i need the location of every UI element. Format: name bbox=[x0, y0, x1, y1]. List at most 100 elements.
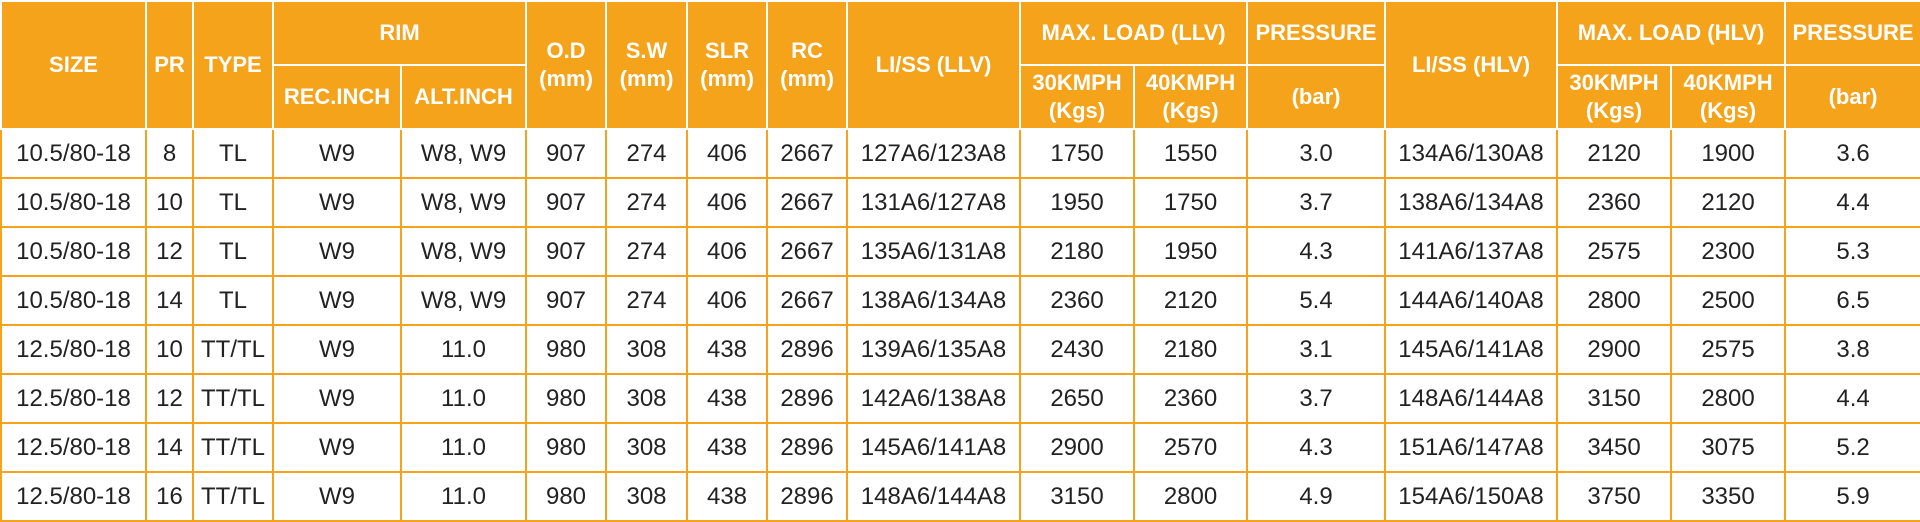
table-row: 10.5/80-18 12 TL W9 W8, W9 907 274 406 2667 135A6… bbox=[0, 226, 1920, 277]
header-sw-unit: (mm) bbox=[619, 66, 674, 91]
cell-size: 12.5/80-18 bbox=[0, 324, 147, 375]
cell-liss-llv: 127A6/123A8 bbox=[846, 128, 1022, 179]
cell-rc: 2896 bbox=[766, 373, 849, 424]
cell-hlv-40kmph: 2120 bbox=[1670, 177, 1787, 228]
cell-llv-30kmph: 2900 bbox=[1019, 422, 1136, 473]
header-size: SIZE bbox=[0, 0, 147, 130]
header-hlv-40kmph-label: 40KMPH bbox=[1683, 70, 1773, 95]
cell-alt-inch: W8, W9 bbox=[399, 226, 528, 277]
cell-pr: 16 bbox=[145, 471, 194, 522]
cell-llv-30kmph: 2360 bbox=[1019, 275, 1136, 326]
header-od-label: O.D bbox=[546, 38, 586, 63]
cell-sw: 274 bbox=[605, 275, 689, 326]
cell-pressure-hlv: 5.3 bbox=[1784, 226, 1920, 277]
cell-alt-inch: 11.0 bbox=[399, 471, 528, 522]
cell-llv-30kmph: 2180 bbox=[1019, 226, 1136, 277]
cell-type: TT/TL bbox=[192, 422, 274, 473]
cell-size: 12.5/80-18 bbox=[0, 422, 147, 473]
header-pressure-hlv-unit: (bar) bbox=[1784, 64, 1920, 130]
cell-rec-inch: W9 bbox=[272, 422, 402, 473]
header-hlv-30kmph: 30KMPH (Kgs) bbox=[1556, 64, 1673, 130]
cell-type: TT/TL bbox=[192, 373, 274, 424]
cell-size: 10.5/80-18 bbox=[0, 226, 147, 277]
cell-pressure-llv: 3.1 bbox=[1246, 324, 1387, 375]
table-row: 12.5/80-18 14 TT/TL W9 11.0 980 308 438 2896 145A… bbox=[0, 422, 1920, 473]
table-row: 10.5/80-18 10 TL W9 W8, W9 907 274 406 2667 131A6… bbox=[0, 177, 1920, 228]
cell-sw: 274 bbox=[605, 226, 689, 277]
cell-liss-hlv: 144A6/140A8 bbox=[1384, 275, 1559, 326]
cell-rec-inch: W9 bbox=[272, 226, 402, 277]
cell-llv-30kmph: 1950 bbox=[1019, 177, 1136, 228]
header-pr: PR bbox=[145, 0, 194, 130]
cell-od: 980 bbox=[525, 471, 608, 522]
cell-liss-llv: 131A6/127A8 bbox=[846, 177, 1022, 228]
cell-hlv-30kmph: 2575 bbox=[1556, 226, 1673, 277]
header-slr-label: SLR bbox=[705, 38, 750, 63]
header-type: TYPE bbox=[192, 0, 274, 130]
cell-sw: 308 bbox=[605, 373, 689, 424]
cell-hlv-40kmph: 3350 bbox=[1670, 471, 1787, 522]
cell-slr: 438 bbox=[686, 324, 769, 375]
header-slr: SLR (mm) bbox=[686, 0, 769, 130]
header-hlv-40kmph-unit: (Kgs) bbox=[1699, 98, 1757, 123]
cell-liss-hlv: 138A6/134A8 bbox=[1384, 177, 1559, 228]
cell-llv-40kmph: 2180 bbox=[1133, 324, 1249, 375]
header-rc-label: RC bbox=[791, 38, 823, 63]
header-hlv-30kmph-label: 30KMPH bbox=[1569, 70, 1659, 95]
cell-sw: 274 bbox=[605, 128, 689, 179]
cell-pr: 12 bbox=[145, 226, 194, 277]
cell-rc: 2667 bbox=[766, 177, 849, 228]
cell-od: 907 bbox=[525, 128, 608, 179]
cell-slr: 438 bbox=[686, 422, 769, 473]
cell-slr: 438 bbox=[686, 471, 769, 522]
header-pressure-llv-unit: (bar) bbox=[1246, 64, 1387, 130]
header-od-unit: (mm) bbox=[539, 66, 593, 91]
cell-rc: 2667 bbox=[766, 128, 849, 179]
cell-hlv-30kmph: 3150 bbox=[1556, 373, 1673, 424]
header-llv-40kmph-unit: (Kgs) bbox=[1162, 98, 1219, 123]
table-header: SIZE PR TYPE RIM O.D (mm) S.W (mm) SLR (… bbox=[0, 0, 1920, 130]
header-llv-30kmph-label: 30KMPH bbox=[1032, 70, 1122, 95]
cell-type: TL bbox=[192, 177, 274, 228]
cell-sw: 308 bbox=[605, 324, 689, 375]
cell-pressure-llv: 4.3 bbox=[1246, 422, 1387, 473]
cell-type: TL bbox=[192, 128, 274, 179]
cell-pr: 10 bbox=[145, 177, 194, 228]
cell-alt-inch: 11.0 bbox=[399, 324, 528, 375]
header-pressure-hlv: PRESSURE bbox=[1784, 0, 1920, 66]
header-rc: RC (mm) bbox=[766, 0, 849, 130]
cell-size: 10.5/80-18 bbox=[0, 177, 147, 228]
cell-llv-30kmph: 2650 bbox=[1019, 373, 1136, 424]
cell-pr: 10 bbox=[145, 324, 194, 375]
header-slr-unit: (mm) bbox=[700, 66, 754, 91]
cell-liss-llv: 148A6/144A8 bbox=[846, 471, 1022, 522]
cell-rec-inch: W9 bbox=[272, 177, 402, 228]
cell-liss-llv: 142A6/138A8 bbox=[846, 373, 1022, 424]
cell-rec-inch: W9 bbox=[272, 471, 402, 522]
cell-llv-30kmph: 1750 bbox=[1019, 128, 1136, 179]
cell-slr: 406 bbox=[686, 177, 769, 228]
cell-pr: 12 bbox=[145, 373, 194, 424]
header-pressure-llv: PRESSURE bbox=[1246, 0, 1387, 66]
cell-od: 980 bbox=[525, 373, 608, 424]
cell-hlv-30kmph: 2800 bbox=[1556, 275, 1673, 326]
cell-hlv-30kmph: 2900 bbox=[1556, 324, 1673, 375]
cell-alt-inch: 11.0 bbox=[399, 373, 528, 424]
cell-sw: 308 bbox=[605, 422, 689, 473]
cell-hlv-40kmph: 2800 bbox=[1670, 373, 1787, 424]
cell-pressure-hlv: 4.4 bbox=[1784, 177, 1920, 228]
table-row: 12.5/80-18 12 TT/TL W9 11.0 980 308 438 2896 142A… bbox=[0, 373, 1920, 424]
cell-pressure-hlv: 4.4 bbox=[1784, 373, 1920, 424]
cell-liss-llv: 135A6/131A8 bbox=[846, 226, 1022, 277]
cell-size: 10.5/80-18 bbox=[0, 275, 147, 326]
cell-rc: 2896 bbox=[766, 324, 849, 375]
cell-liss-llv: 139A6/135A8 bbox=[846, 324, 1022, 375]
header-row-top: SIZE PR TYPE RIM O.D (mm) S.W (mm) SLR (… bbox=[0, 0, 1920, 130]
cell-alt-inch: W8, W9 bbox=[399, 128, 528, 179]
cell-rc: 2896 bbox=[766, 422, 849, 473]
header-hlv-30kmph-unit: (Kgs) bbox=[1585, 98, 1643, 123]
cell-hlv-40kmph: 3075 bbox=[1670, 422, 1787, 473]
header-llv-40kmph-label: 40KMPH bbox=[1145, 70, 1236, 95]
header-rim: RIM bbox=[271, 0, 528, 66]
